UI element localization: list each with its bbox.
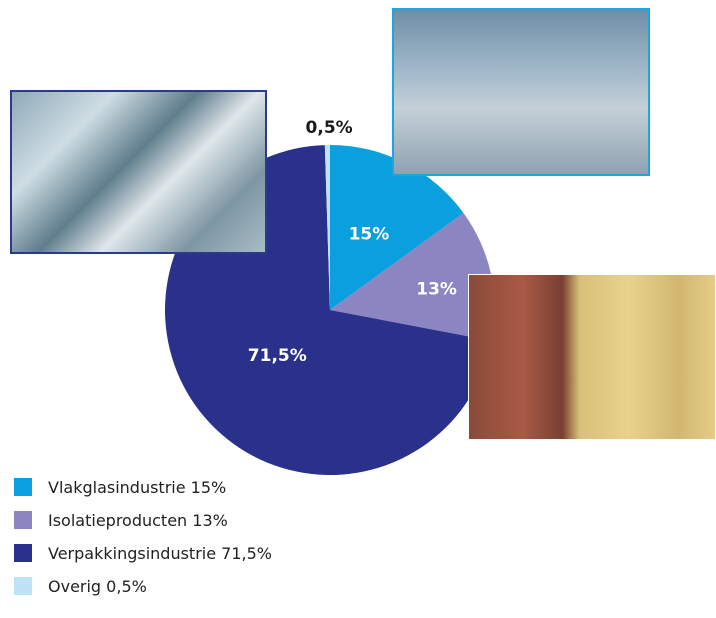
legend-swatch <box>14 511 32 529</box>
legend-swatch <box>14 544 32 562</box>
legend-label: Vlakglasindustrie 15% <box>48 478 227 497</box>
legend-label: Isolatieproducten 13% <box>48 511 228 530</box>
slice-label-verpakkingsindustrie: 71,5% <box>248 346 307 366</box>
pie-slice-vlakglasindustrie <box>330 145 464 310</box>
glass-factory-photo <box>392 8 650 176</box>
slice-label-vlakglasindustrie: 15% <box>349 225 390 245</box>
legend-label: Overig 0,5% <box>48 577 147 596</box>
insulation-photo <box>468 274 716 440</box>
slice-label-isolatieproducten: 13% <box>416 279 457 299</box>
pie-slice-overig <box>324 145 330 310</box>
pie-slice-isolatieproducten <box>330 213 495 341</box>
legend-swatch <box>14 577 32 595</box>
legend-label: Verpakkingsindustrie 71,5% <box>48 544 272 563</box>
glass-bottles-photo <box>10 90 267 254</box>
slice-label-overig: 0,5% <box>306 118 353 138</box>
legend-swatch <box>14 478 32 496</box>
